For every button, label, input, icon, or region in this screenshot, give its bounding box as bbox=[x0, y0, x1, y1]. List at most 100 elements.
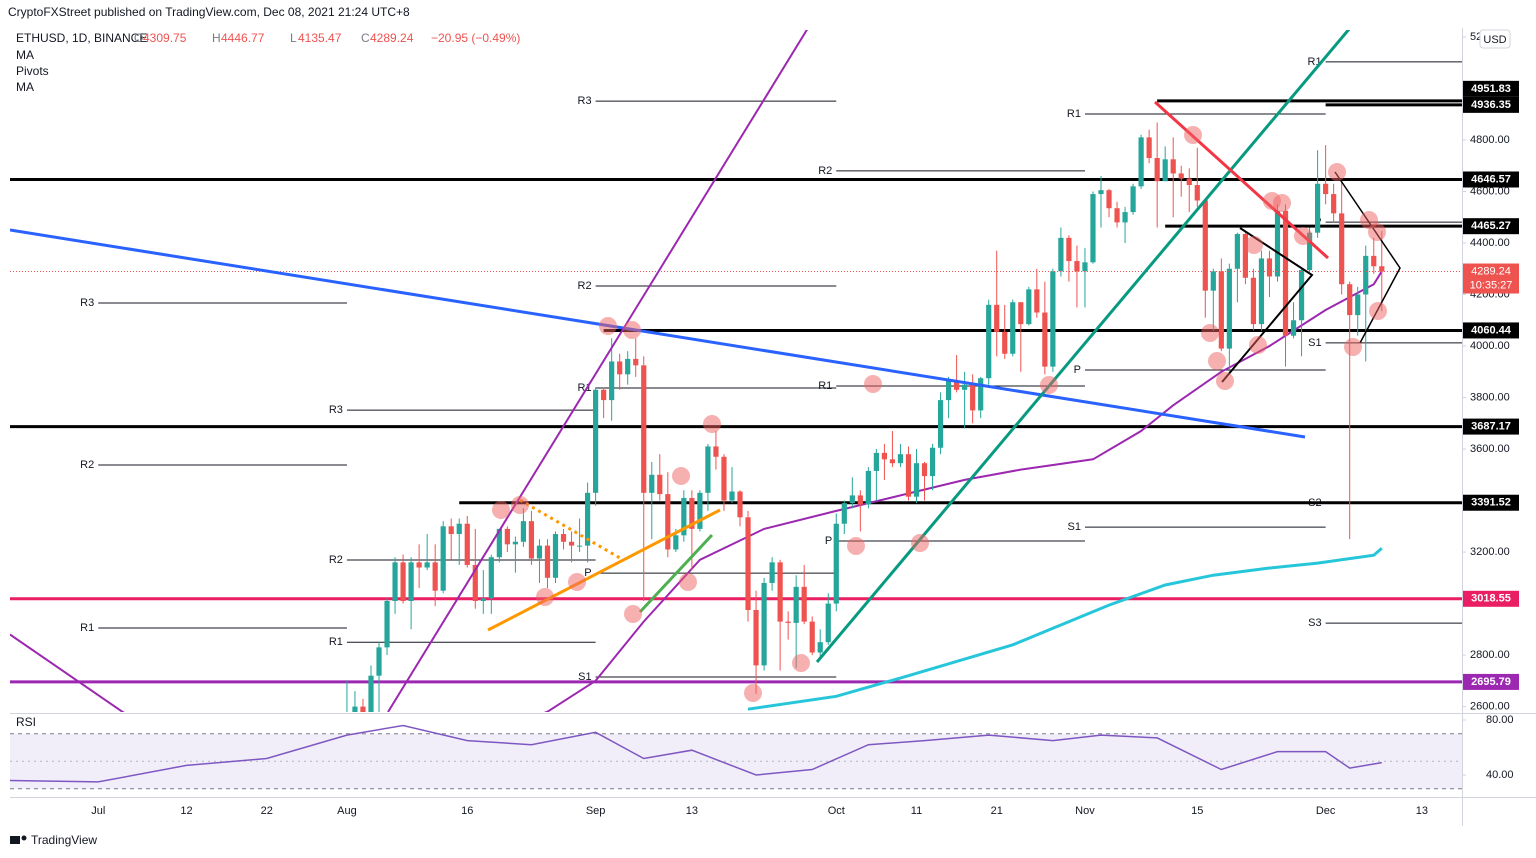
countdown: 10:35:27 bbox=[1470, 279, 1513, 291]
candle-body bbox=[1242, 233, 1249, 278]
x-tick-label: 16 bbox=[461, 805, 473, 817]
candle-body bbox=[1355, 294, 1361, 316]
currency-badge bbox=[1479, 29, 1511, 49]
candle-body bbox=[1202, 200, 1208, 291]
candle-body bbox=[1074, 261, 1080, 272]
candle-body bbox=[400, 562, 406, 601]
candle-body bbox=[1122, 212, 1128, 223]
candle-body bbox=[721, 456, 727, 501]
candle-body bbox=[617, 361, 623, 375]
candle-body bbox=[609, 361, 615, 401]
candle-body bbox=[416, 562, 422, 568]
candle-body bbox=[544, 545, 551, 578]
candle-body bbox=[480, 598, 486, 601]
pivot-label: R2 bbox=[578, 280, 592, 292]
candle-body bbox=[1058, 237, 1064, 272]
candle-body bbox=[817, 642, 823, 653]
candle-body bbox=[1002, 331, 1008, 354]
candle-body bbox=[1274, 210, 1281, 277]
candle-body bbox=[689, 497, 695, 529]
candle-body bbox=[424, 562, 430, 568]
ohlc-label: L bbox=[290, 31, 297, 45]
candle-body bbox=[384, 600, 390, 648]
trendline bbox=[815, 30, 1351, 663]
candle-body bbox=[593, 389, 599, 493]
candle-body bbox=[1290, 320, 1297, 336]
level-tag bbox=[1463, 80, 1519, 97]
candle-body bbox=[1082, 262, 1088, 272]
x-tick-label: 12 bbox=[180, 805, 192, 817]
candle-body bbox=[1210, 271, 1216, 291]
x-tick-label: Aug bbox=[337, 805, 357, 817]
candle-body bbox=[945, 380, 952, 401]
candle-body bbox=[1034, 289, 1040, 313]
candle-body bbox=[360, 706, 366, 712]
y-tick-label: 80.00 bbox=[1486, 714, 1514, 726]
candle-body bbox=[697, 492, 703, 529]
y-tick-label: 4600.00 bbox=[1470, 185, 1510, 197]
x-tick-label: 21 bbox=[991, 805, 1003, 817]
x-tick-label: Dec bbox=[1316, 805, 1336, 817]
candle-body bbox=[833, 523, 839, 604]
x-tick-label: Nov bbox=[1075, 805, 1095, 817]
candle-body bbox=[1018, 302, 1024, 325]
candle-body bbox=[1186, 178, 1192, 186]
legend-item: MA bbox=[16, 80, 34, 94]
x-tick-label: 13 bbox=[686, 805, 698, 817]
candle-body bbox=[857, 495, 863, 505]
pivot-label: R3 bbox=[329, 404, 343, 416]
candle-body bbox=[865, 470, 871, 505]
candle-body bbox=[1066, 237, 1072, 262]
candle-body bbox=[512, 541, 518, 545]
candle-body bbox=[1154, 158, 1160, 182]
candle-body bbox=[889, 459, 896, 464]
candle-body bbox=[601, 389, 607, 401]
trendline bbox=[519, 498, 621, 560]
level-tag bbox=[1463, 218, 1519, 235]
x-tick-label: Sep bbox=[586, 805, 606, 817]
candle-body bbox=[978, 378, 984, 411]
y-tick-label: 4400.00 bbox=[1470, 237, 1510, 249]
x-tick-label: 15 bbox=[1191, 805, 1203, 817]
candle-body bbox=[1282, 210, 1289, 336]
level-tag bbox=[1463, 494, 1519, 511]
x-tick-label: 22 bbox=[261, 805, 273, 817]
candle-body bbox=[649, 474, 655, 493]
candle-body bbox=[937, 400, 944, 448]
candle-body bbox=[408, 562, 414, 601]
candle-body bbox=[994, 304, 1000, 332]
candle-body bbox=[1323, 183, 1329, 195]
level-tag-label: 4060.44 bbox=[1471, 324, 1512, 336]
pivot-label: S1 bbox=[1067, 521, 1080, 533]
candle-body bbox=[713, 446, 719, 457]
candle-body bbox=[657, 474, 663, 495]
candle-body bbox=[1194, 185, 1200, 201]
candle-body bbox=[552, 534, 559, 578]
y-tick-label: 3200.00 bbox=[1470, 546, 1510, 558]
pivot-label: P bbox=[825, 535, 832, 547]
candle-body bbox=[921, 463, 928, 477]
candle-body bbox=[809, 621, 815, 653]
brand: TradingView bbox=[31, 833, 97, 847]
legend-item: Pivots bbox=[16, 64, 49, 78]
rsi-pane bbox=[10, 724, 1462, 790]
candle-body bbox=[568, 541, 575, 546]
level-tag bbox=[1463, 322, 1519, 339]
candle-body bbox=[641, 365, 647, 493]
pivot-label: S3 bbox=[1308, 617, 1321, 629]
candle-body bbox=[472, 564, 478, 601]
candle-body bbox=[954, 380, 960, 390]
pivot-label: R2 bbox=[80, 459, 94, 471]
level-tag-label: 3687.17 bbox=[1471, 420, 1511, 432]
candle-body bbox=[1090, 194, 1096, 263]
candle-body bbox=[665, 494, 671, 550]
candle-body bbox=[785, 621, 791, 623]
y-tick-label: 3600.00 bbox=[1470, 443, 1510, 455]
x-tick-label: Jul bbox=[91, 805, 105, 817]
pivot-label: R1 bbox=[329, 636, 343, 648]
candle-body bbox=[737, 491, 743, 518]
candle-body bbox=[745, 517, 751, 611]
candle-body bbox=[986, 304, 992, 379]
